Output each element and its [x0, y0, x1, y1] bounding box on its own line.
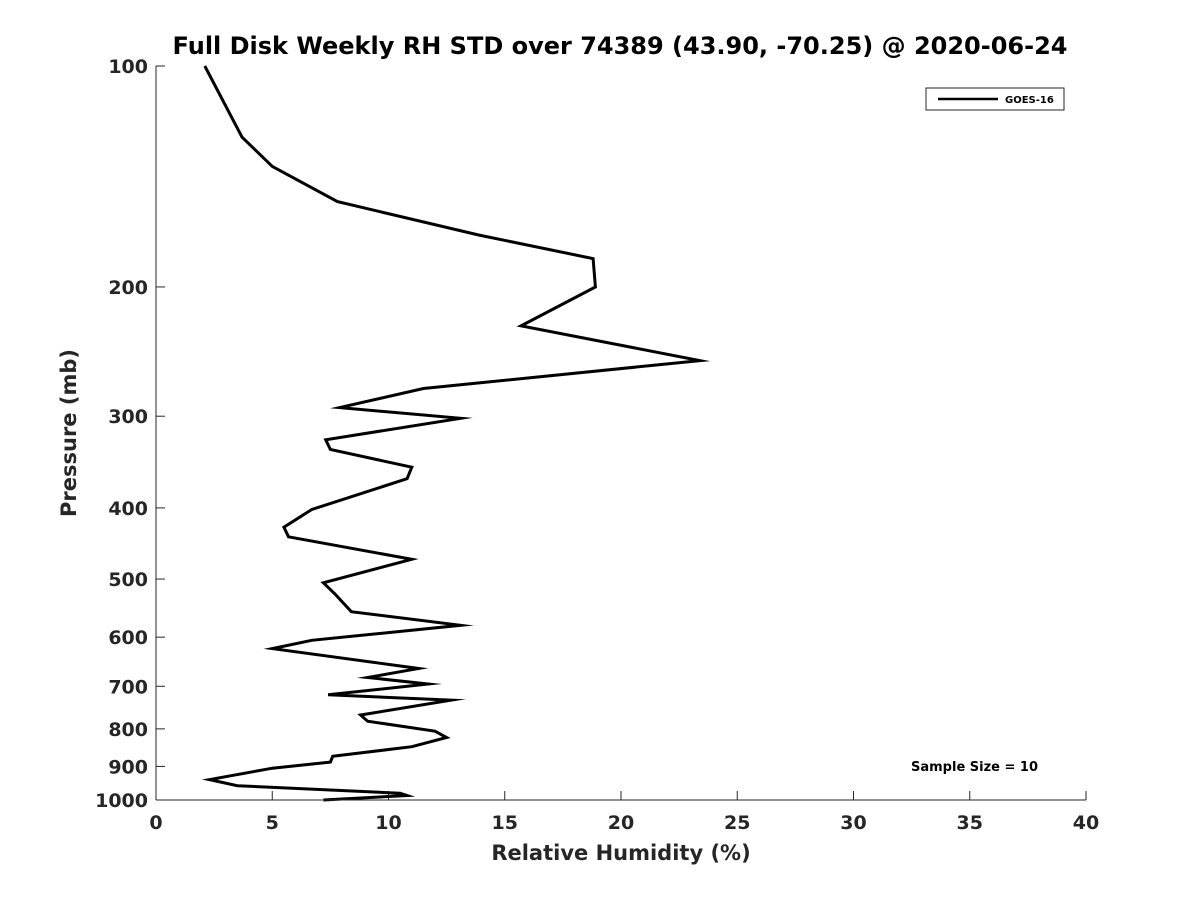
- y-tick-label: 200: [108, 277, 148, 299]
- y-tick-label: 900: [108, 756, 148, 778]
- x-tick-label: 0: [149, 812, 162, 834]
- x-tick-label: 5: [266, 812, 279, 834]
- y-tick-label: 300: [108, 406, 148, 428]
- x-tick-label: 35: [957, 812, 983, 834]
- x-tick-label: 10: [375, 812, 401, 834]
- x-axis-ticks: 0 5 10 15 20 25 30 35 40: [149, 791, 1099, 834]
- y-axis-label: Pressure (mb): [57, 349, 81, 517]
- legend: GOES-16: [925, 87, 1065, 111]
- y-tick-label: 1000: [95, 790, 148, 812]
- chart-title: Full Disk Weekly RH STD over 74389 (43.9…: [173, 32, 1068, 60]
- legend-label-goes-16: GOES-16: [1005, 95, 1054, 106]
- sample-size-annotation: Sample Size = 10: [911, 760, 1038, 775]
- series-layer: [201, 65, 711, 802]
- y-tick-label: 800: [108, 719, 148, 741]
- x-tick-label: 40: [1073, 812, 1099, 834]
- x-axis-label: Relative Humidity (%): [491, 841, 750, 865]
- x-tick-label: 20: [608, 812, 634, 834]
- x-tick-label: 15: [492, 812, 518, 834]
- y-tick-label: 700: [108, 676, 148, 698]
- series-line-goes-16: [201, 65, 711, 802]
- y-tick-label: 500: [108, 569, 148, 591]
- x-tick-label: 30: [840, 812, 866, 834]
- y-tick-label: 100: [108, 56, 148, 78]
- x-tick-label: 25: [724, 812, 750, 834]
- y-tick-label: 600: [108, 627, 148, 649]
- y-tick-label: 400: [108, 498, 148, 520]
- y-axis-ticks: 100 200 300 400 500 600 700 800 900 1000: [95, 56, 165, 812]
